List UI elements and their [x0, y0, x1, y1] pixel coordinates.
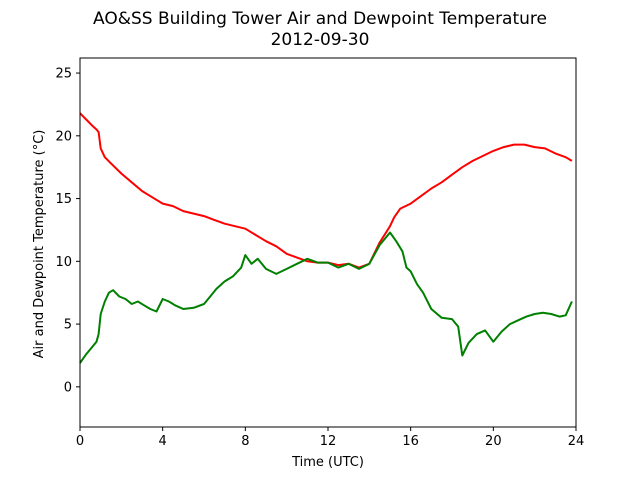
y-tick-label: 15 — [55, 192, 72, 207]
series-layer — [79, 112, 573, 364]
x-tick-label: 24 — [568, 434, 585, 449]
y-tick-label: 20 — [55, 129, 72, 144]
x-tick-label: 8 — [241, 434, 249, 449]
x-tick-label: 0 — [76, 434, 84, 449]
series-line-1 — [79, 112, 573, 269]
y-tick-label: 25 — [55, 67, 72, 82]
y-tick-label: 5 — [64, 318, 72, 333]
y-tick-label: 10 — [55, 255, 72, 270]
plot-area: 0 4 8 12 16 20 24 0 5 10 15 20 25 — [55, 57, 584, 449]
x-axis-ticks: 0 4 8 12 16 20 24 — [76, 427, 584, 449]
x-tick-label: 12 — [320, 434, 337, 449]
series-line-2 — [79, 231, 573, 364]
x-tick-label: 16 — [402, 434, 419, 449]
chart-title: AO&SS Building Tower Air and Dewpoint Te… — [93, 9, 547, 29]
x-axis-label: Time (UTC) — [291, 455, 364, 470]
chart-subtitle: 2012-09-30 — [271, 30, 370, 50]
x-tick-label: 4 — [159, 434, 167, 449]
x-tick-label: 20 — [485, 434, 502, 449]
y-tick-label: 0 — [64, 380, 72, 395]
y-axis-ticks: 0 5 10 15 20 25 — [55, 67, 80, 395]
y-axis-label: Air and Dewpoint Temperature (°C) — [32, 130, 47, 359]
